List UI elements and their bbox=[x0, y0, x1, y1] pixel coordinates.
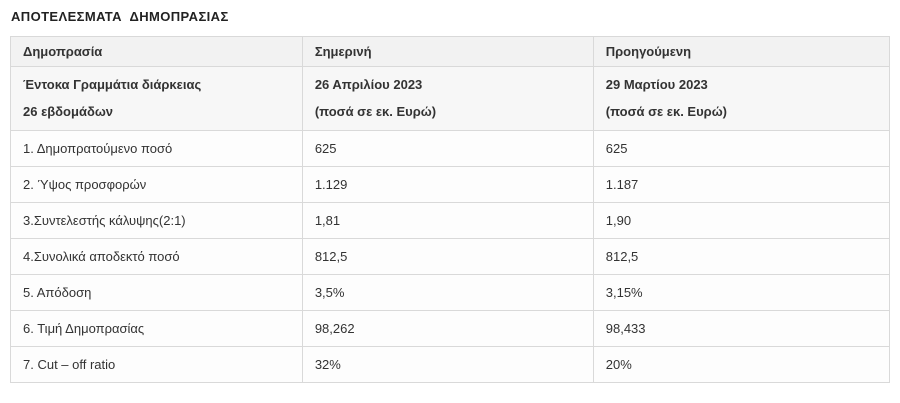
row-value-previous: 1,90 bbox=[592, 202, 891, 239]
header-cell-previous: Προηγούμενη bbox=[592, 36, 891, 67]
row-value-current: 625 bbox=[301, 130, 594, 167]
row-value-previous: 20% bbox=[592, 346, 891, 383]
subheader-cell-current-date: 26 Απριλίου 2023 (ποσά σε εκ. Ευρώ) bbox=[301, 66, 594, 131]
row-value-current: 98,262 bbox=[301, 310, 594, 347]
table-row-coverage-ratio: 3.Συντελεστής κάλυψης(2:1) 1,81 1,90 bbox=[10, 202, 891, 239]
subheader-cell-previous-date: 29 Μαρτίου 2023 (ποσά σε εκ. Ευρώ) bbox=[592, 66, 891, 131]
table-header-row: Δημοπρασία Σημερινή Προηγούμενη bbox=[10, 36, 891, 67]
row-value-previous: 3,15% bbox=[592, 274, 891, 311]
row-label: 5. Απόδοση bbox=[10, 274, 303, 311]
table-subheader-row: Έντοκα Γραμμάτια διάρκειας 26 εβδομάδων … bbox=[10, 66, 891, 131]
row-value-previous: 98,433 bbox=[592, 310, 891, 347]
header-cell-current: Σημερινή bbox=[301, 36, 594, 67]
row-label: 1. Δημοπρατούμενο ποσό bbox=[10, 130, 303, 167]
page: ΑΠΟΤΕΛΕΣΜΑΤΑ ΔΗΜΟΠΡΑΣΙΑΣ Δημοπρασία Σημε… bbox=[10, 9, 891, 383]
row-label: 3.Συντελεστής κάλυψης(2:1) bbox=[10, 202, 303, 239]
current-units: (ποσά σε εκ. Ευρώ) bbox=[314, 104, 437, 119]
current-date: 26 Απριλίου 2023 bbox=[314, 77, 423, 92]
table-row-auction-price: 6. Τιμή Δημοπρασίας 98,262 98,433 bbox=[10, 310, 891, 347]
row-label: 4.Συνολικά αποδεκτό ποσό bbox=[10, 238, 303, 275]
table-row-accepted-amount: 4.Συνολικά αποδεκτό ποσό 812,5 812,5 bbox=[10, 238, 891, 275]
table-row-cut-off-ratio: 7. Cut – off ratio 32% 20% bbox=[10, 346, 891, 383]
subheader-cell-instrument: Έντοκα Γραμμάτια διάρκειας 26 εβδομάδων bbox=[10, 66, 303, 131]
page-title: ΑΠΟΤΕΛΕΣΜΑΤΑ ΔΗΜΟΠΡΑΣΙΑΣ bbox=[11, 9, 229, 24]
row-label: 6. Τιμή Δημοπρασίας bbox=[10, 310, 303, 347]
row-value-previous: 812,5 bbox=[592, 238, 891, 275]
row-value-current: 3,5% bbox=[301, 274, 594, 311]
row-value-current: 1.129 bbox=[301, 166, 594, 203]
row-value-previous: 625 bbox=[592, 130, 891, 167]
row-label: 7. Cut – off ratio bbox=[10, 346, 303, 383]
auction-results-table: Δημοπρασία Σημερινή Προηγούμενη Έντοκα Γ… bbox=[10, 36, 891, 383]
previous-units: (ποσά σε εκ. Ευρώ) bbox=[605, 104, 728, 119]
row-label: 2. Ύψος προσφορών bbox=[10, 166, 303, 203]
table-row-auctioned-amount: 1. Δημοπρατούμενο ποσό 625 625 bbox=[10, 130, 891, 167]
row-value-current: 32% bbox=[301, 346, 594, 383]
instrument-line-2: 26 εβδομάδων bbox=[23, 104, 114, 119]
row-value-current: 1,81 bbox=[301, 202, 594, 239]
table-row-bids-amount: 2. Ύψος προσφορών 1.129 1.187 bbox=[10, 166, 891, 203]
table-row-yield: 5. Απόδοση 3,5% 3,15% bbox=[10, 274, 891, 311]
header-cell-auction: Δημοπρασία bbox=[10, 36, 303, 67]
row-value-previous: 1.187 bbox=[592, 166, 891, 203]
instrument-line-1: Έντοκα Γραμμάτια διάρκειας bbox=[23, 77, 202, 92]
row-value-current: 812,5 bbox=[301, 238, 594, 275]
previous-date: 29 Μαρτίου 2023 bbox=[605, 77, 708, 92]
